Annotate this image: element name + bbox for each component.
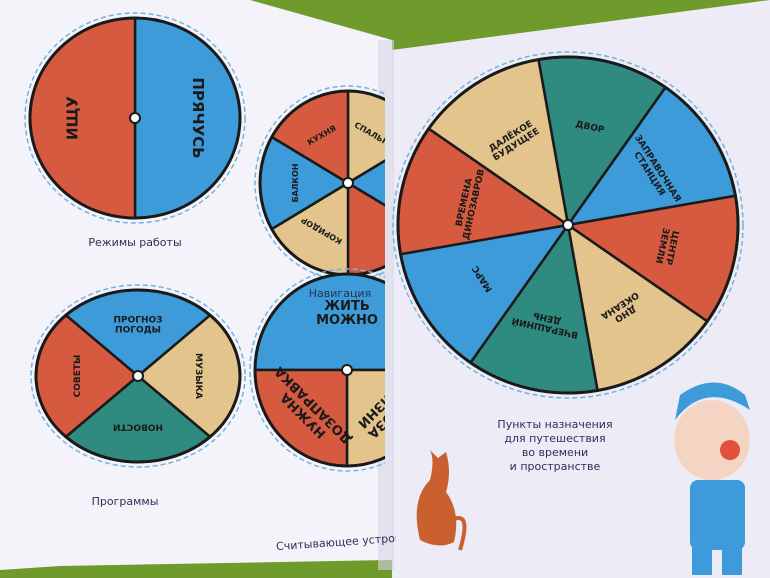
wheel-modes: ПРЯЧУСЬ ИЩУ xyxy=(24,12,246,224)
caption-line: и пространстве xyxy=(509,460,601,473)
segment-label: НОВОСТИ xyxy=(113,421,163,431)
cut-line xyxy=(24,12,246,224)
wheel-navigation: СПАЛЬНЯГОСТИНАЯКОРИДОРБАЛКОНКУХНЯ xyxy=(254,85,385,281)
segment-label: СОВЕТЫ xyxy=(73,355,83,398)
wheel-center-pin xyxy=(342,177,354,189)
cat-illustration xyxy=(416,450,467,551)
wheel-rim xyxy=(253,272,385,468)
wheel-center-pin xyxy=(341,364,353,376)
wheel-center-pin xyxy=(562,219,574,231)
wheel-rim xyxy=(28,16,242,220)
segment-label: ЖИТЬ МОЖНО xyxy=(316,299,378,328)
wheel-segment xyxy=(345,159,385,207)
caption-modes: Режимы работы xyxy=(88,236,182,249)
wheel-center-pin xyxy=(129,112,141,124)
segment-label: БАЛКОН xyxy=(291,164,300,203)
caption-line: для путешествия xyxy=(504,432,606,445)
segment-label: ИЩУ xyxy=(63,96,81,140)
cut-line xyxy=(249,268,385,472)
caption-line: во времени xyxy=(521,446,589,459)
caption-destinations: Пункты назначения для путешествия во вре… xyxy=(480,418,630,474)
wheel-programs: ПРОГНОЗ ПОГОДЫ МУЗЫКА НОВОСТИ СОВЕТЫ xyxy=(30,284,246,468)
caption-line: Пункты назначения xyxy=(497,418,613,431)
wheel-center-pin xyxy=(132,370,144,382)
caption-navigation: Навигация xyxy=(308,287,372,300)
cut-line xyxy=(30,284,246,468)
cut-line xyxy=(254,85,385,281)
child-illustration xyxy=(674,382,750,575)
wheel-destinations: ДВОРЗАПРАВОЧНАЯСТАНЦИЯЦЕНТРЗЕМЛИДНООКЕАН… xyxy=(392,51,744,399)
wheel-rim xyxy=(34,288,242,464)
wheel-reader: ЖИТЬМОЖНОУГРОЗАЖИЗНИНУЖНАДОЗАПРАВКА xyxy=(249,268,385,472)
segment-label: ПРЯЧУСЬ xyxy=(189,77,207,158)
caption-programs: Программы xyxy=(91,495,159,508)
wheel-rim xyxy=(396,55,740,395)
cut-line xyxy=(392,51,744,399)
segment-label: ПРОГНОЗ ПОГОДЫ xyxy=(113,316,162,336)
segment-label: МУЗЫКА xyxy=(193,353,203,399)
